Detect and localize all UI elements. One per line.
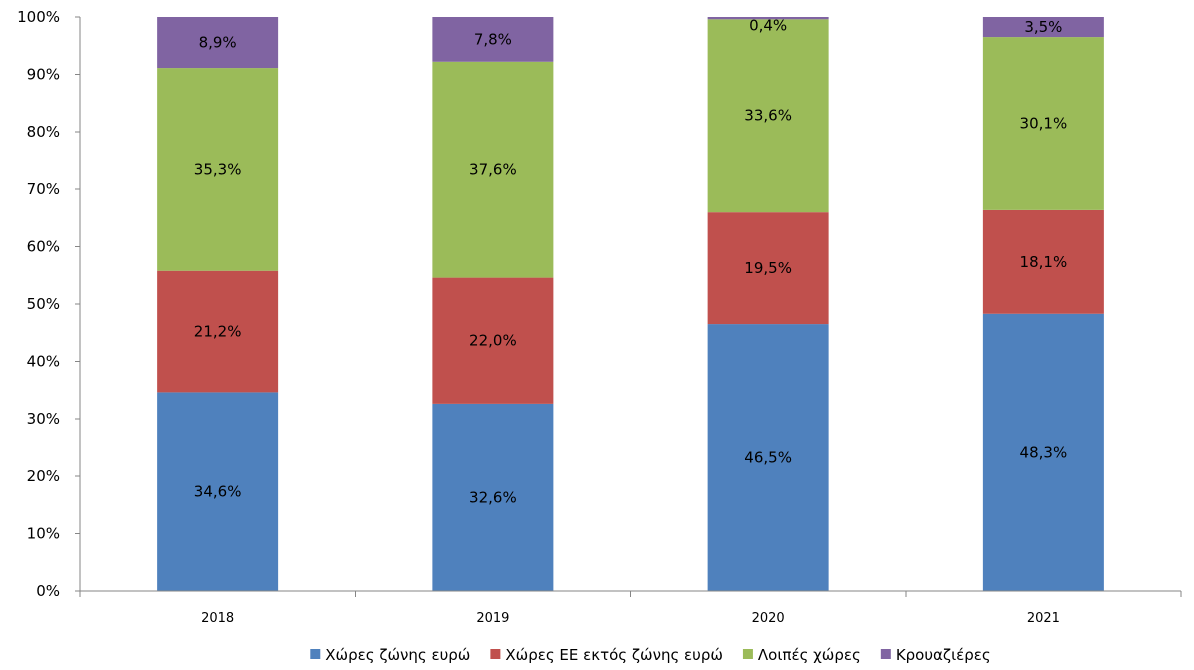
legend-label: Χώρες ζώνης ευρώ — [325, 646, 470, 664]
legend-item: Χώρες ΕΕ εκτός ζώνης ευρώ — [490, 646, 723, 664]
data-label: 8,9% — [199, 34, 237, 52]
y-tick-label: 10% — [27, 525, 60, 543]
bar-segment — [432, 403, 554, 591]
y-tick-label: 90% — [27, 65, 60, 83]
x-axis: 2018 2019 2020 2021 — [79, 590, 1182, 626]
bars: 34,6% 21,2% 35,3% 8,9% 32,6% 22,0% 37,6% 7,8% 46… — [157, 16, 1104, 591]
y-tick-label: 70% — [27, 180, 60, 198]
data-label: 0,4% — [749, 16, 787, 34]
bar-segment — [157, 270, 279, 393]
bar-segment — [707, 324, 829, 591]
data-label: 34,6% — [194, 483, 242, 501]
bar-segment — [432, 277, 554, 404]
legend-swatch — [880, 649, 891, 659]
data-label: 22,0% — [469, 332, 517, 350]
x-tick-label: 2021 — [1027, 611, 1060, 626]
legend: Χώρες ζώνης ευρώ Χώρες ΕΕ εκτός ζώνης ευρ… — [310, 646, 991, 664]
bar-segment — [982, 313, 1104, 591]
x-tick-label: 2018 — [201, 611, 234, 626]
bar-segment — [432, 17, 554, 62]
bar-segment — [432, 61, 554, 278]
data-label: 46,5% — [744, 449, 792, 467]
bar-segment — [707, 17, 829, 20]
data-label: 35,3% — [194, 160, 242, 178]
legend-label: Χώρες ΕΕ εκτός ζώνης ευρώ — [505, 646, 723, 664]
data-label: 7,8% — [474, 30, 512, 48]
y-tick-label: 20% — [27, 467, 60, 485]
legend-item: Χώρες ζώνης ευρώ — [310, 646, 470, 664]
bar-segment — [982, 37, 1104, 210]
y-tick-label: 100% — [17, 8, 60, 26]
legend-item: Λοιπές χώρες — [742, 646, 861, 664]
data-label: 32,6% — [469, 488, 517, 506]
y-axis: 0% 10% 20% 30% 40% 50% 60% 70% 80% 90% 100% — [17, 8, 81, 600]
data-label: 37,6% — [469, 161, 517, 179]
data-label: 48,3% — [1020, 443, 1068, 461]
y-tick-label: 40% — [27, 352, 60, 370]
bar-segment — [982, 209, 1104, 314]
legend-label: Κρουαζιέρες — [896, 646, 991, 664]
y-tick-label: 50% — [27, 295, 60, 313]
bar-segment — [157, 17, 279, 69]
legend-swatch — [310, 649, 321, 659]
legend-swatch — [742, 649, 753, 659]
y-tick-label: 0% — [36, 582, 60, 600]
x-tick-label: 2020 — [752, 611, 785, 626]
legend-swatch — [490, 649, 501, 659]
legend-item: Κρουαζιέρες — [880, 646, 991, 664]
data-label: 30,1% — [1020, 114, 1068, 132]
bar-segment — [707, 19, 829, 213]
x-tick-label: 2019 — [476, 611, 509, 626]
y-tick-label: 30% — [27, 410, 60, 428]
bar-segment — [982, 17, 1104, 38]
data-label: 3,5% — [1024, 18, 1062, 36]
bar-segment — [707, 212, 829, 325]
y-tick-label: 60% — [27, 238, 60, 256]
data-label: 21,2% — [194, 323, 242, 341]
bar-segment — [157, 392, 279, 591]
bar-segment — [157, 68, 279, 271]
y-tick-label: 80% — [27, 123, 60, 141]
data-label: 18,1% — [1020, 253, 1068, 271]
data-label: 19,5% — [744, 259, 792, 277]
data-label: 33,6% — [744, 107, 792, 125]
legend-label: Λοιπές χώρες — [758, 646, 861, 664]
